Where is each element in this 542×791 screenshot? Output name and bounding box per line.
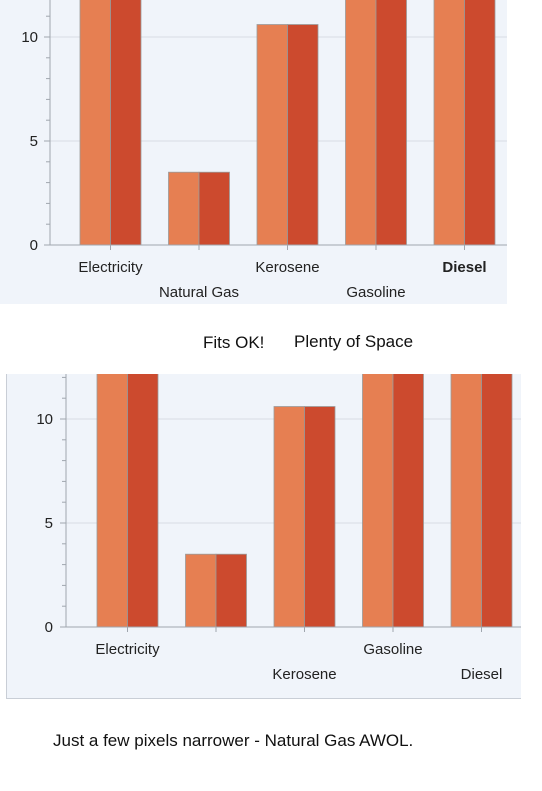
y-tick-label: 5 xyxy=(45,515,53,532)
bar xyxy=(481,374,513,628)
x-tick-label: Natural Gas xyxy=(159,284,239,301)
bar xyxy=(375,0,407,246)
bar-chart-bottom: 0 5 10 Electricity Kerosene Gasoline Diesel xyxy=(36,374,521,683)
x-tick-label: Kerosene xyxy=(255,259,319,276)
bar xyxy=(110,0,142,246)
y-tick-label: 10 xyxy=(21,29,38,46)
caption-bottom: Just a few pixels narrower - Natural Gas… xyxy=(53,731,414,750)
x-tick-label: Electricity xyxy=(95,641,160,658)
bar xyxy=(392,374,424,628)
chart-top: 0 5 10 Electricity Natural Gas Kerosene Gasoli… xyxy=(0,0,507,304)
bar xyxy=(287,24,319,246)
y-tick-label: 10 xyxy=(36,411,53,428)
x-tick-label: Gasoline xyxy=(346,284,405,301)
x-tick-label: Diesel xyxy=(442,259,486,276)
x-tick-label: Kerosene xyxy=(272,666,336,683)
bar xyxy=(362,374,394,628)
bar xyxy=(345,0,377,246)
bar xyxy=(433,0,465,246)
bar xyxy=(450,374,482,628)
bar xyxy=(215,553,247,628)
bar xyxy=(464,0,496,246)
y-tick-label: 0 xyxy=(30,237,38,254)
chart-bottom: 0 5 10 Electricity Kerosene Gasoline Diesel xyxy=(6,374,521,699)
bar xyxy=(96,374,128,628)
y-tick-label: 5 xyxy=(30,133,38,150)
x-tick-label: Electricity xyxy=(78,259,143,276)
x-tick-label: Diesel xyxy=(461,666,503,683)
caption-space: Plenty of Space xyxy=(294,332,414,351)
bar-chart-top: 0 5 10 Electricity Natural Gas Kerosene Gasoli… xyxy=(21,0,507,301)
bar xyxy=(304,406,336,628)
bar xyxy=(168,171,200,246)
bar xyxy=(127,374,159,628)
bar xyxy=(198,171,230,246)
y-tick-label: 0 xyxy=(45,619,53,636)
bar xyxy=(79,0,111,246)
x-tick-label: Gasoline xyxy=(363,641,422,658)
bar xyxy=(273,406,305,628)
caption-fits: Fits OK! xyxy=(203,333,265,352)
bar xyxy=(256,24,288,246)
bar xyxy=(185,553,217,628)
